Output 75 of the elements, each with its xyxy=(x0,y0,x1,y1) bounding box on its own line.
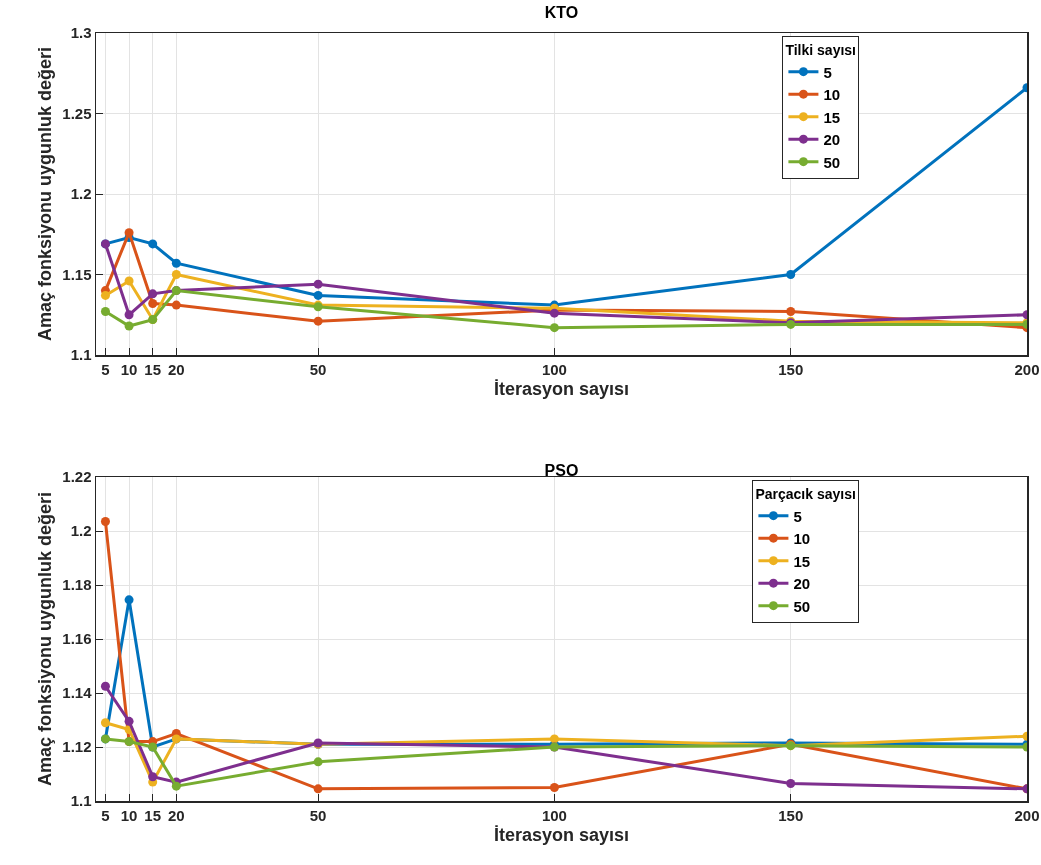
point xyxy=(313,316,323,326)
point xyxy=(313,757,323,767)
legend-title: Parçacık sayısı xyxy=(755,486,856,503)
chart-title: PSO xyxy=(544,461,579,479)
x-axis-title: İterasyon sayısı xyxy=(493,379,630,400)
point xyxy=(786,307,796,317)
point xyxy=(313,290,323,300)
x-tick-label: 15 xyxy=(144,360,162,378)
point xyxy=(124,276,134,286)
point xyxy=(148,289,158,299)
y-tick-label: 1.16 xyxy=(62,630,92,648)
legend-label: 15 xyxy=(793,552,811,570)
legend-label: 50 xyxy=(823,153,841,171)
y-tick-label: 1.12 xyxy=(62,738,92,756)
x-tick-label: 200 xyxy=(1014,360,1040,378)
x-tick-label: 20 xyxy=(168,806,185,824)
point xyxy=(100,290,110,300)
point xyxy=(100,681,110,691)
legend-label: 50 xyxy=(793,597,811,615)
y-tick-label: 1.1 xyxy=(70,346,92,364)
point xyxy=(148,298,158,308)
x-tick-label: 150 xyxy=(778,360,804,378)
y-axis-title: Amaç fonksiyonu uygunluk değeri xyxy=(34,46,55,342)
point xyxy=(148,239,158,249)
x-tick-label: 50 xyxy=(309,806,327,824)
x-tick-label: 100 xyxy=(541,360,567,378)
x-tick-label: 100 xyxy=(541,806,567,824)
x-tick-label: 20 xyxy=(168,360,185,378)
x-tick-label: 5 xyxy=(101,360,110,378)
y-tick-label: 1.2 xyxy=(70,522,92,540)
point xyxy=(100,517,110,527)
point xyxy=(786,778,796,788)
point xyxy=(786,270,796,279)
point xyxy=(171,270,181,279)
point xyxy=(124,321,134,331)
point xyxy=(313,279,323,289)
point xyxy=(124,595,134,605)
legend-label: 20 xyxy=(823,131,841,149)
legend-label: 10 xyxy=(823,86,841,104)
point xyxy=(313,784,323,794)
point xyxy=(549,323,559,333)
point xyxy=(171,300,181,310)
point xyxy=(100,718,110,728)
legend-label: 20 xyxy=(793,575,811,593)
y-tick-label: 1.14 xyxy=(62,684,93,702)
legend-label: 5 xyxy=(823,63,832,81)
x-axis-title: İterasyon sayısı xyxy=(493,825,630,846)
legend-label: 10 xyxy=(793,530,811,548)
legend-label: 15 xyxy=(823,108,841,126)
point xyxy=(124,716,134,726)
y-tick-label: 1.22 xyxy=(62,468,92,486)
legend-title: Tilki sayısı xyxy=(785,42,856,59)
chart-title: KTO xyxy=(544,3,579,21)
x-tick-label: 200 xyxy=(1014,806,1040,824)
x-tick-label: 10 xyxy=(120,806,138,824)
point xyxy=(148,772,158,782)
legend-label: 5 xyxy=(793,507,802,525)
point xyxy=(124,310,134,320)
point xyxy=(100,307,110,317)
x-tick-label: 150 xyxy=(778,806,804,824)
x-tick-label: 10 xyxy=(120,360,138,378)
point xyxy=(549,734,559,744)
x-tick-label: 50 xyxy=(309,360,327,378)
y-tick-label: 1.1 xyxy=(70,792,92,810)
y-tick-label: 1.3 xyxy=(70,24,92,42)
point xyxy=(171,781,181,791)
y-tick-label: 1.18 xyxy=(62,576,92,594)
point xyxy=(171,258,181,268)
point xyxy=(549,783,559,792)
x-tick-label: 5 xyxy=(101,806,110,824)
y-tick-label: 1.2 xyxy=(70,185,92,203)
y-tick-label: 1.25 xyxy=(62,104,92,122)
y-tick-label: 1.15 xyxy=(62,265,92,283)
y-axis-title: Amaç fonksiyonu uygunluk değeri xyxy=(34,491,55,787)
x-tick-label: 15 xyxy=(144,806,162,824)
